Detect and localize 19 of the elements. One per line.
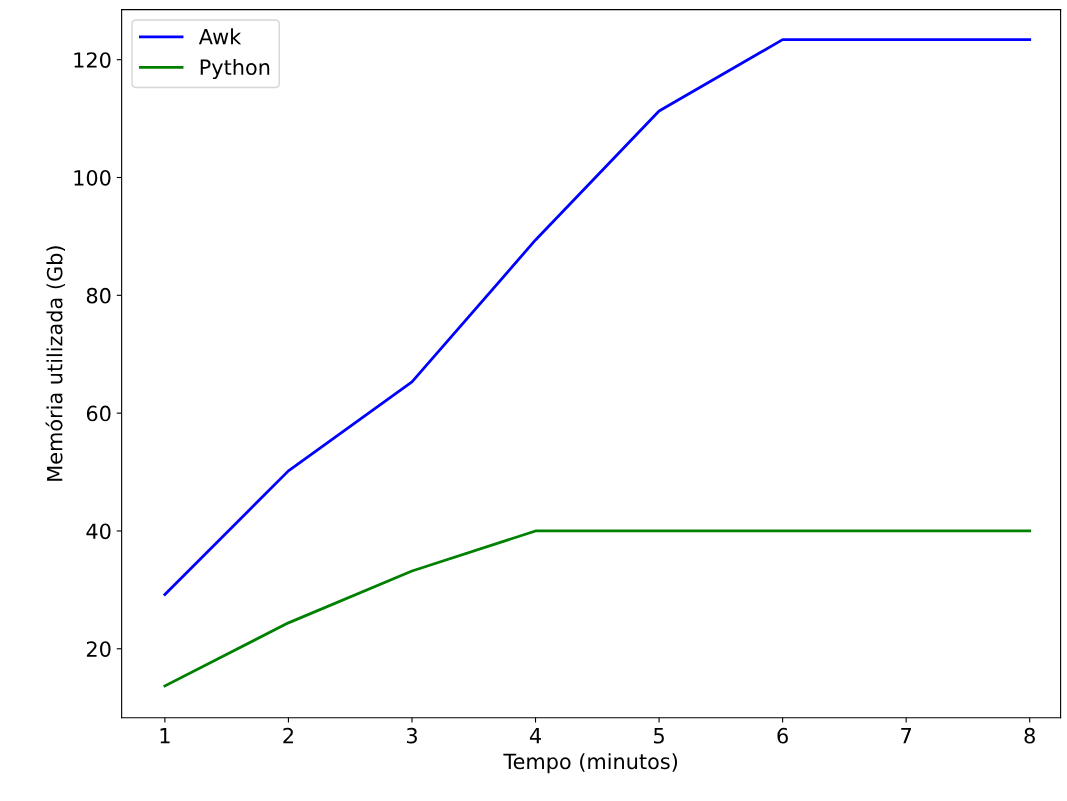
y-tick-label: 80 xyxy=(86,287,111,304)
y-axis-title: Memória utilizada (Gb) xyxy=(45,246,66,481)
legend-label: Python xyxy=(200,58,270,80)
x-tick-label: 7 xyxy=(901,728,912,744)
legend-label: Awk xyxy=(198,28,242,45)
line-series xyxy=(163,529,1032,688)
y-tick-label: 100 xyxy=(74,169,111,186)
x-tick-label: 8 xyxy=(1024,727,1035,744)
y-tick-label: 20 xyxy=(86,641,111,657)
x-tick-label: 1 xyxy=(160,728,170,744)
y-tick-label: 120 xyxy=(74,52,111,68)
x-tick-label: 3 xyxy=(406,727,417,744)
y-tick-label: 60 xyxy=(86,405,111,422)
x-axis-title: Tempo (minutos) xyxy=(503,753,678,774)
x-tick-label: 4 xyxy=(529,728,541,744)
y-tick-label: 40 xyxy=(86,523,111,540)
x-tick-label: 6 xyxy=(777,727,788,744)
x-tick-label: 2 xyxy=(283,727,293,744)
x-tick-label: 5 xyxy=(654,728,664,744)
